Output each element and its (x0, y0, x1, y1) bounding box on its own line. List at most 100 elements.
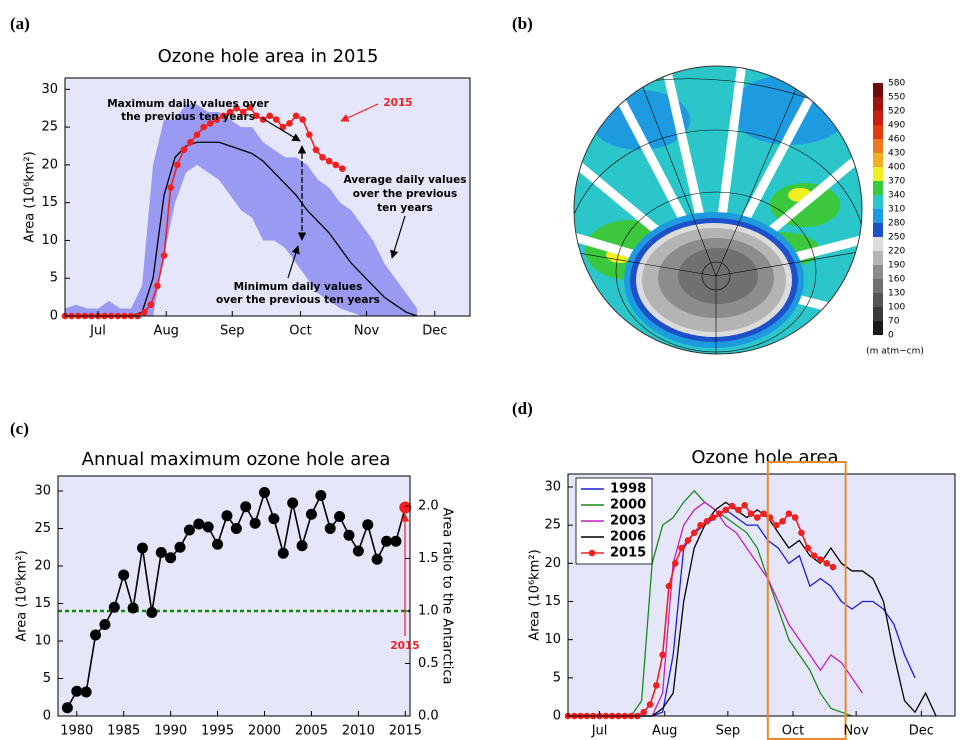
annotation: over the previous (353, 188, 457, 200)
colorbar-tick-label: 310 (888, 205, 905, 215)
data-point (193, 519, 204, 530)
y-tick-label: 0 (553, 709, 561, 724)
y-tick-label: 25 (34, 521, 51, 536)
data-point (716, 510, 723, 517)
annotation: over the previous ten years (216, 294, 380, 306)
colorbar-tick-label: 100 (888, 303, 905, 313)
y-tick-label: 10 (544, 632, 561, 647)
data-point (268, 513, 279, 524)
colorbar-cell (873, 195, 883, 209)
data-point (273, 116, 280, 123)
colorbar-cell (873, 307, 883, 321)
colorbar-cell (873, 153, 883, 167)
data-point (672, 560, 679, 567)
annotation: ten years (377, 202, 433, 214)
data-point (167, 184, 174, 191)
data-point (148, 301, 155, 308)
data-point (332, 162, 339, 169)
y-tick-label: 10 (34, 634, 51, 649)
x-tick-label: 1995 (201, 724, 234, 739)
y2-tick-label: 1.0 (418, 604, 439, 619)
data-point (697, 522, 704, 529)
y-tick-label: 20 (34, 559, 51, 574)
data-point (798, 529, 805, 536)
data-point (297, 540, 308, 551)
data-point (362, 519, 373, 530)
panel-label: (a) (10, 14, 30, 33)
data-point (792, 514, 799, 521)
colorbar-cell (873, 125, 883, 139)
legend-label: 1998 (610, 482, 646, 497)
data-point (156, 547, 167, 558)
data-point (326, 158, 333, 165)
annotation: Maximum daily values over (107, 98, 269, 110)
colorbar-cell (873, 223, 883, 237)
data-point (811, 552, 818, 559)
colorbar-tick-label: 430 (888, 149, 905, 159)
data-point (187, 139, 194, 146)
data-point (221, 510, 232, 521)
y-tick-label: 5 (553, 670, 561, 685)
data-point (278, 548, 289, 559)
colorbar-tick-label: 70 (888, 317, 900, 327)
annotation: Average daily values (344, 174, 467, 186)
y-tick-label: 15 (544, 594, 561, 609)
data-point (203, 522, 214, 533)
data-point (381, 536, 392, 547)
y-tick-label: 5 (43, 671, 51, 686)
data-point (313, 146, 320, 153)
colorbar-cell (873, 279, 883, 293)
data-point (128, 603, 139, 614)
y-tick-label: 30 (34, 484, 51, 499)
data-point (266, 112, 273, 119)
y-tick-label: 0 (43, 709, 51, 724)
data-point (325, 523, 336, 534)
panel-label: (c) (10, 419, 29, 438)
x-tick-label: Oct (782, 724, 804, 739)
x-tick-label: Dec (422, 324, 447, 339)
y-axis-label: Area (10⁶km²) (23, 151, 38, 242)
y-axis-label: Area (10⁶km²) (528, 549, 543, 640)
panel-label: (d) (512, 399, 533, 418)
data-point (659, 652, 666, 659)
colorbar-tick-label: 0 (888, 331, 894, 341)
colorbar-cell (873, 139, 883, 153)
data-point (760, 510, 767, 517)
legend-label: 2000 (610, 498, 646, 513)
chart-title: Annual maximum ozone hole area (82, 449, 391, 470)
colorbar-cell (873, 251, 883, 265)
data-point (691, 529, 698, 536)
legend-label: 2003 (610, 514, 646, 529)
data-point (334, 511, 345, 522)
colorbar-cell (873, 97, 883, 111)
data-point (390, 536, 401, 547)
y-tick-label: 0 (50, 309, 58, 324)
data-point (653, 682, 660, 689)
data-point (200, 124, 207, 131)
data-point (754, 514, 761, 521)
plot-background (58, 476, 410, 716)
y-tick-label: 5 (50, 271, 58, 286)
data-point (161, 252, 168, 259)
x-tick-label: Dec (909, 724, 934, 739)
data-point (647, 701, 654, 708)
y-tick-label: 30 (544, 479, 561, 494)
colorbar-cell (873, 83, 883, 97)
data-point (109, 602, 120, 613)
colorbar-cell (873, 181, 883, 195)
data-point (315, 490, 326, 501)
data-point (231, 523, 242, 534)
data-point (817, 556, 824, 563)
data-point (666, 583, 673, 590)
x-tick-label: Jul (591, 724, 608, 739)
annotation: the previous ten years (121, 111, 255, 123)
y2-axis-label: Area ratio to the Antarctica (440, 507, 455, 684)
chart-title: Ozone hole area in 2015 (158, 46, 379, 67)
y-tick-label: 20 (544, 556, 561, 571)
data-point (729, 503, 736, 510)
figure: (a) Ozone hole area in 2015 0 5 10 15 20 25 30 Ju… (0, 0, 963, 740)
data-point (786, 510, 793, 517)
data-point (81, 687, 92, 698)
x-tick-label: Aug (652, 724, 677, 739)
colorbar-cell (873, 293, 883, 307)
